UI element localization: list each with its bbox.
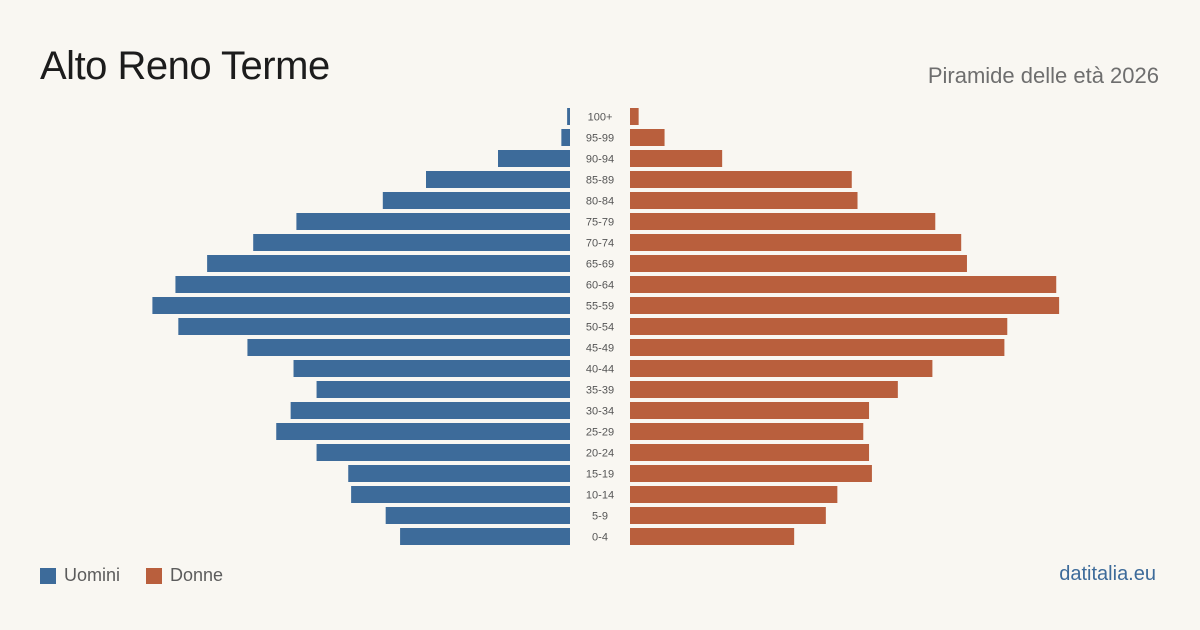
bar-men-15-19 bbox=[348, 465, 570, 482]
bar-men-60-64 bbox=[175, 276, 570, 293]
age-label-70-74: 70-74 bbox=[586, 238, 614, 250]
bar-women-45-49 bbox=[630, 339, 1005, 356]
bar-men-90-94 bbox=[498, 150, 570, 167]
bar-men-40-44 bbox=[293, 360, 570, 377]
age-label-80-84: 80-84 bbox=[586, 196, 614, 208]
bar-men-35-39 bbox=[316, 381, 570, 398]
bar-women-85-89 bbox=[630, 171, 852, 188]
age-label-75-79: 75-79 bbox=[586, 217, 614, 229]
bar-women-80-84 bbox=[630, 192, 858, 209]
bar-men-50-54 bbox=[178, 318, 570, 335]
bar-women-90-94 bbox=[630, 150, 723, 167]
age-label-5-9: 5-9 bbox=[592, 511, 608, 523]
legend-swatch-women bbox=[146, 567, 163, 584]
bar-women-50-54 bbox=[630, 318, 1008, 335]
legend-swatch-men bbox=[40, 567, 56, 584]
bar-women-40-44 bbox=[630, 360, 933, 377]
age-label-20-24: 20-24 bbox=[586, 448, 614, 460]
bar-women-55-59 bbox=[630, 297, 1060, 314]
age-label-100+: 100+ bbox=[588, 112, 613, 124]
bar-women-75-79 bbox=[630, 213, 936, 230]
age-label-60-64: 60-64 bbox=[586, 280, 614, 292]
age-label-95-99: 95-99 bbox=[586, 133, 614, 145]
age-label-25-29: 25-29 bbox=[586, 427, 614, 439]
chart-title: Alto Reno Terme bbox=[40, 44, 330, 88]
age-label-35-39: 35-39 bbox=[586, 385, 614, 397]
bar-men-25-29 bbox=[276, 423, 570, 440]
bar-men-10-14 bbox=[351, 486, 570, 503]
legend-item-men: Uomini bbox=[40, 565, 120, 586]
bar-women-60-64 bbox=[630, 276, 1057, 293]
age-label-10-14: 10-14 bbox=[586, 490, 614, 502]
bar-men-45-49 bbox=[247, 339, 570, 356]
bar-women-15-19 bbox=[630, 465, 872, 482]
bar-men-85-89 bbox=[426, 171, 570, 188]
bar-men-5-9 bbox=[385, 507, 570, 524]
bar-women-70-74 bbox=[630, 234, 962, 251]
bar-men-20-24 bbox=[316, 444, 570, 461]
bar-women-65-69 bbox=[630, 255, 967, 272]
age-label-30-34: 30-34 bbox=[586, 406, 614, 418]
bar-men-80-84 bbox=[382, 192, 570, 209]
chart-subtitle: Piramide delle età 2026 bbox=[927, 63, 1159, 88]
bar-women-95-99 bbox=[630, 129, 665, 146]
bar-women-20-24 bbox=[630, 444, 870, 461]
age-label-50-54: 50-54 bbox=[586, 322, 614, 334]
legend-item-women: Donne bbox=[146, 565, 223, 586]
age-label-90-94: 90-94 bbox=[586, 154, 614, 166]
age-label-65-69: 65-69 bbox=[586, 259, 614, 271]
age-label-40-44: 40-44 bbox=[586, 364, 614, 376]
bar-women-30-34 bbox=[630, 402, 870, 419]
age-label-85-89: 85-89 bbox=[586, 175, 614, 187]
bar-men-65-69 bbox=[207, 255, 570, 272]
age-label-0-4: 0-4 bbox=[592, 532, 608, 544]
legend-label-women: Donne bbox=[170, 565, 224, 585]
source-link[interactable]: datitalia.eu bbox=[1059, 563, 1156, 585]
bar-men-0-4 bbox=[400, 528, 570, 545]
age-label-55-59: 55-59 bbox=[586, 301, 614, 313]
bar-men-70-74 bbox=[253, 234, 570, 251]
age-label-45-49: 45-49 bbox=[586, 343, 614, 355]
age-label-15-19: 15-19 bbox=[586, 469, 614, 481]
bar-women-10-14 bbox=[630, 486, 838, 503]
bar-women-25-29 bbox=[630, 423, 864, 440]
bar-men-55-59 bbox=[152, 297, 570, 314]
bar-men-95-99 bbox=[561, 129, 570, 146]
legend: Uomini Donne bbox=[40, 565, 249, 586]
bar-men-75-79 bbox=[296, 213, 570, 230]
legend-label-men: Uomini bbox=[64, 565, 121, 585]
bar-women-5-9 bbox=[630, 507, 826, 524]
bar-women-0-4 bbox=[630, 528, 795, 545]
bar-men-30-34 bbox=[290, 402, 570, 419]
bar-women-100+ bbox=[630, 108, 639, 125]
bar-men-100+ bbox=[567, 108, 570, 125]
bar-women-35-39 bbox=[630, 381, 898, 398]
